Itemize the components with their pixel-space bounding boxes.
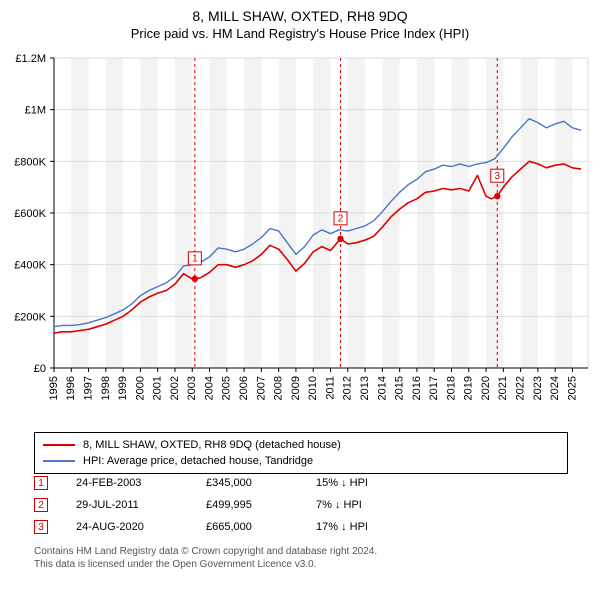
svg-text:1998: 1998 bbox=[100, 376, 112, 400]
sale-price: £345,000 bbox=[206, 477, 316, 489]
legend: 8, MILL SHAW, OXTED, RH8 9DQ (detached h… bbox=[34, 432, 568, 474]
price-chart: £0 £200K £400K £600K £800K £1M £1.2M 1995 1996 19… bbox=[0, 50, 600, 430]
svg-text:1996: 1996 bbox=[65, 376, 77, 400]
svg-text:3: 3 bbox=[494, 171, 500, 182]
svg-text:2017: 2017 bbox=[428, 376, 440, 400]
svg-text:1999: 1999 bbox=[117, 376, 129, 400]
sale-date: 24-AUG-2020 bbox=[76, 521, 206, 533]
legend-item: HPI: Average price, detached house, Tand… bbox=[43, 453, 559, 469]
svg-text:2003: 2003 bbox=[186, 376, 198, 400]
sale-row: 1 24-FEB-2003£345,00015% ↓ HPI bbox=[34, 472, 568, 494]
svg-text:1997: 1997 bbox=[82, 376, 94, 400]
legend-item: 8, MILL SHAW, OXTED, RH8 9DQ (detached h… bbox=[43, 437, 559, 453]
svg-text:2000: 2000 bbox=[134, 376, 146, 400]
svg-text:2010: 2010 bbox=[307, 376, 319, 400]
page-title: 8, MILL SHAW, OXTED, RH8 9DQ bbox=[0, 0, 600, 24]
svg-text:2013: 2013 bbox=[359, 376, 371, 400]
svg-text:2014: 2014 bbox=[376, 376, 388, 400]
legend-label: HPI: Average price, detached house, Tand… bbox=[83, 455, 313, 467]
svg-text:2011: 2011 bbox=[324, 376, 336, 400]
sale-delta: 17% ↓ HPI bbox=[316, 521, 416, 533]
svg-text:2: 2 bbox=[338, 213, 344, 224]
sale-marker: 1 bbox=[34, 476, 48, 490]
svg-text:1: 1 bbox=[192, 254, 198, 265]
svg-text:£400K: £400K bbox=[14, 260, 46, 272]
svg-text:2015: 2015 bbox=[394, 376, 406, 400]
svg-text:£1M: £1M bbox=[25, 105, 46, 117]
svg-text:2007: 2007 bbox=[255, 376, 267, 400]
sale-price: £499,995 bbox=[206, 499, 316, 511]
svg-text:£800K: £800K bbox=[14, 156, 46, 168]
svg-text:2016: 2016 bbox=[411, 376, 423, 400]
sale-marker: 2 bbox=[34, 498, 48, 512]
svg-text:2009: 2009 bbox=[290, 376, 302, 400]
svg-text:2018: 2018 bbox=[445, 376, 457, 400]
svg-text:2019: 2019 bbox=[463, 376, 475, 400]
sale-marker: 3 bbox=[34, 520, 48, 534]
svg-text:£0: £0 bbox=[34, 363, 46, 375]
footer-line-1: Contains HM Land Registry data © Crown c… bbox=[34, 546, 377, 559]
svg-text:2020: 2020 bbox=[480, 376, 492, 400]
sale-date: 29-JUL-2011 bbox=[76, 499, 206, 511]
sale-row: 2 29-JUL-2011£499,9957% ↓ HPI bbox=[34, 494, 568, 516]
svg-text:£1.2M: £1.2M bbox=[15, 53, 46, 65]
svg-text:£600K: £600K bbox=[14, 208, 46, 220]
svg-text:2012: 2012 bbox=[342, 376, 354, 400]
sale-date: 24-FEB-2003 bbox=[76, 477, 206, 489]
svg-text:2024: 2024 bbox=[549, 376, 561, 400]
svg-text:2023: 2023 bbox=[532, 376, 544, 400]
legend-swatch bbox=[43, 460, 75, 462]
legend-swatch bbox=[43, 444, 75, 446]
svg-text:2025: 2025 bbox=[566, 376, 578, 400]
svg-text:2006: 2006 bbox=[238, 376, 250, 400]
svg-text:2004: 2004 bbox=[203, 376, 215, 400]
svg-text:2021: 2021 bbox=[497, 376, 509, 400]
sale-row: 3 24-AUG-2020£665,00017% ↓ HPI bbox=[34, 516, 568, 538]
svg-text:1995: 1995 bbox=[48, 376, 60, 400]
sale-delta: 15% ↓ HPI bbox=[316, 477, 416, 489]
sale-delta: 7% ↓ HPI bbox=[316, 499, 416, 511]
svg-text:£200K: £200K bbox=[14, 311, 46, 323]
legend-label: 8, MILL SHAW, OXTED, RH8 9DQ (detached h… bbox=[83, 439, 341, 451]
footer-line-2: This data is licensed under the Open Gov… bbox=[34, 559, 377, 572]
svg-text:2002: 2002 bbox=[169, 376, 181, 400]
page-subtitle: Price paid vs. HM Land Registry's House … bbox=[0, 24, 600, 41]
sales-table: 1 24-FEB-2003£345,00015% ↓ HPI 2 29-JUL-201… bbox=[34, 472, 568, 538]
svg-text:2005: 2005 bbox=[221, 376, 233, 400]
svg-text:2008: 2008 bbox=[273, 376, 285, 400]
sale-price: £665,000 bbox=[206, 521, 316, 533]
svg-text:2001: 2001 bbox=[152, 376, 164, 400]
svg-text:2022: 2022 bbox=[515, 376, 527, 400]
footer-licence: Contains HM Land Registry data © Crown c… bbox=[34, 546, 377, 571]
